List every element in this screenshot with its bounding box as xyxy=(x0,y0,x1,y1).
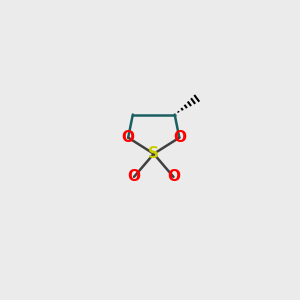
Text: O: O xyxy=(128,169,140,184)
Text: O: O xyxy=(122,130,135,145)
Text: O: O xyxy=(167,169,180,184)
Text: S: S xyxy=(148,146,159,161)
Text: O: O xyxy=(173,130,186,145)
